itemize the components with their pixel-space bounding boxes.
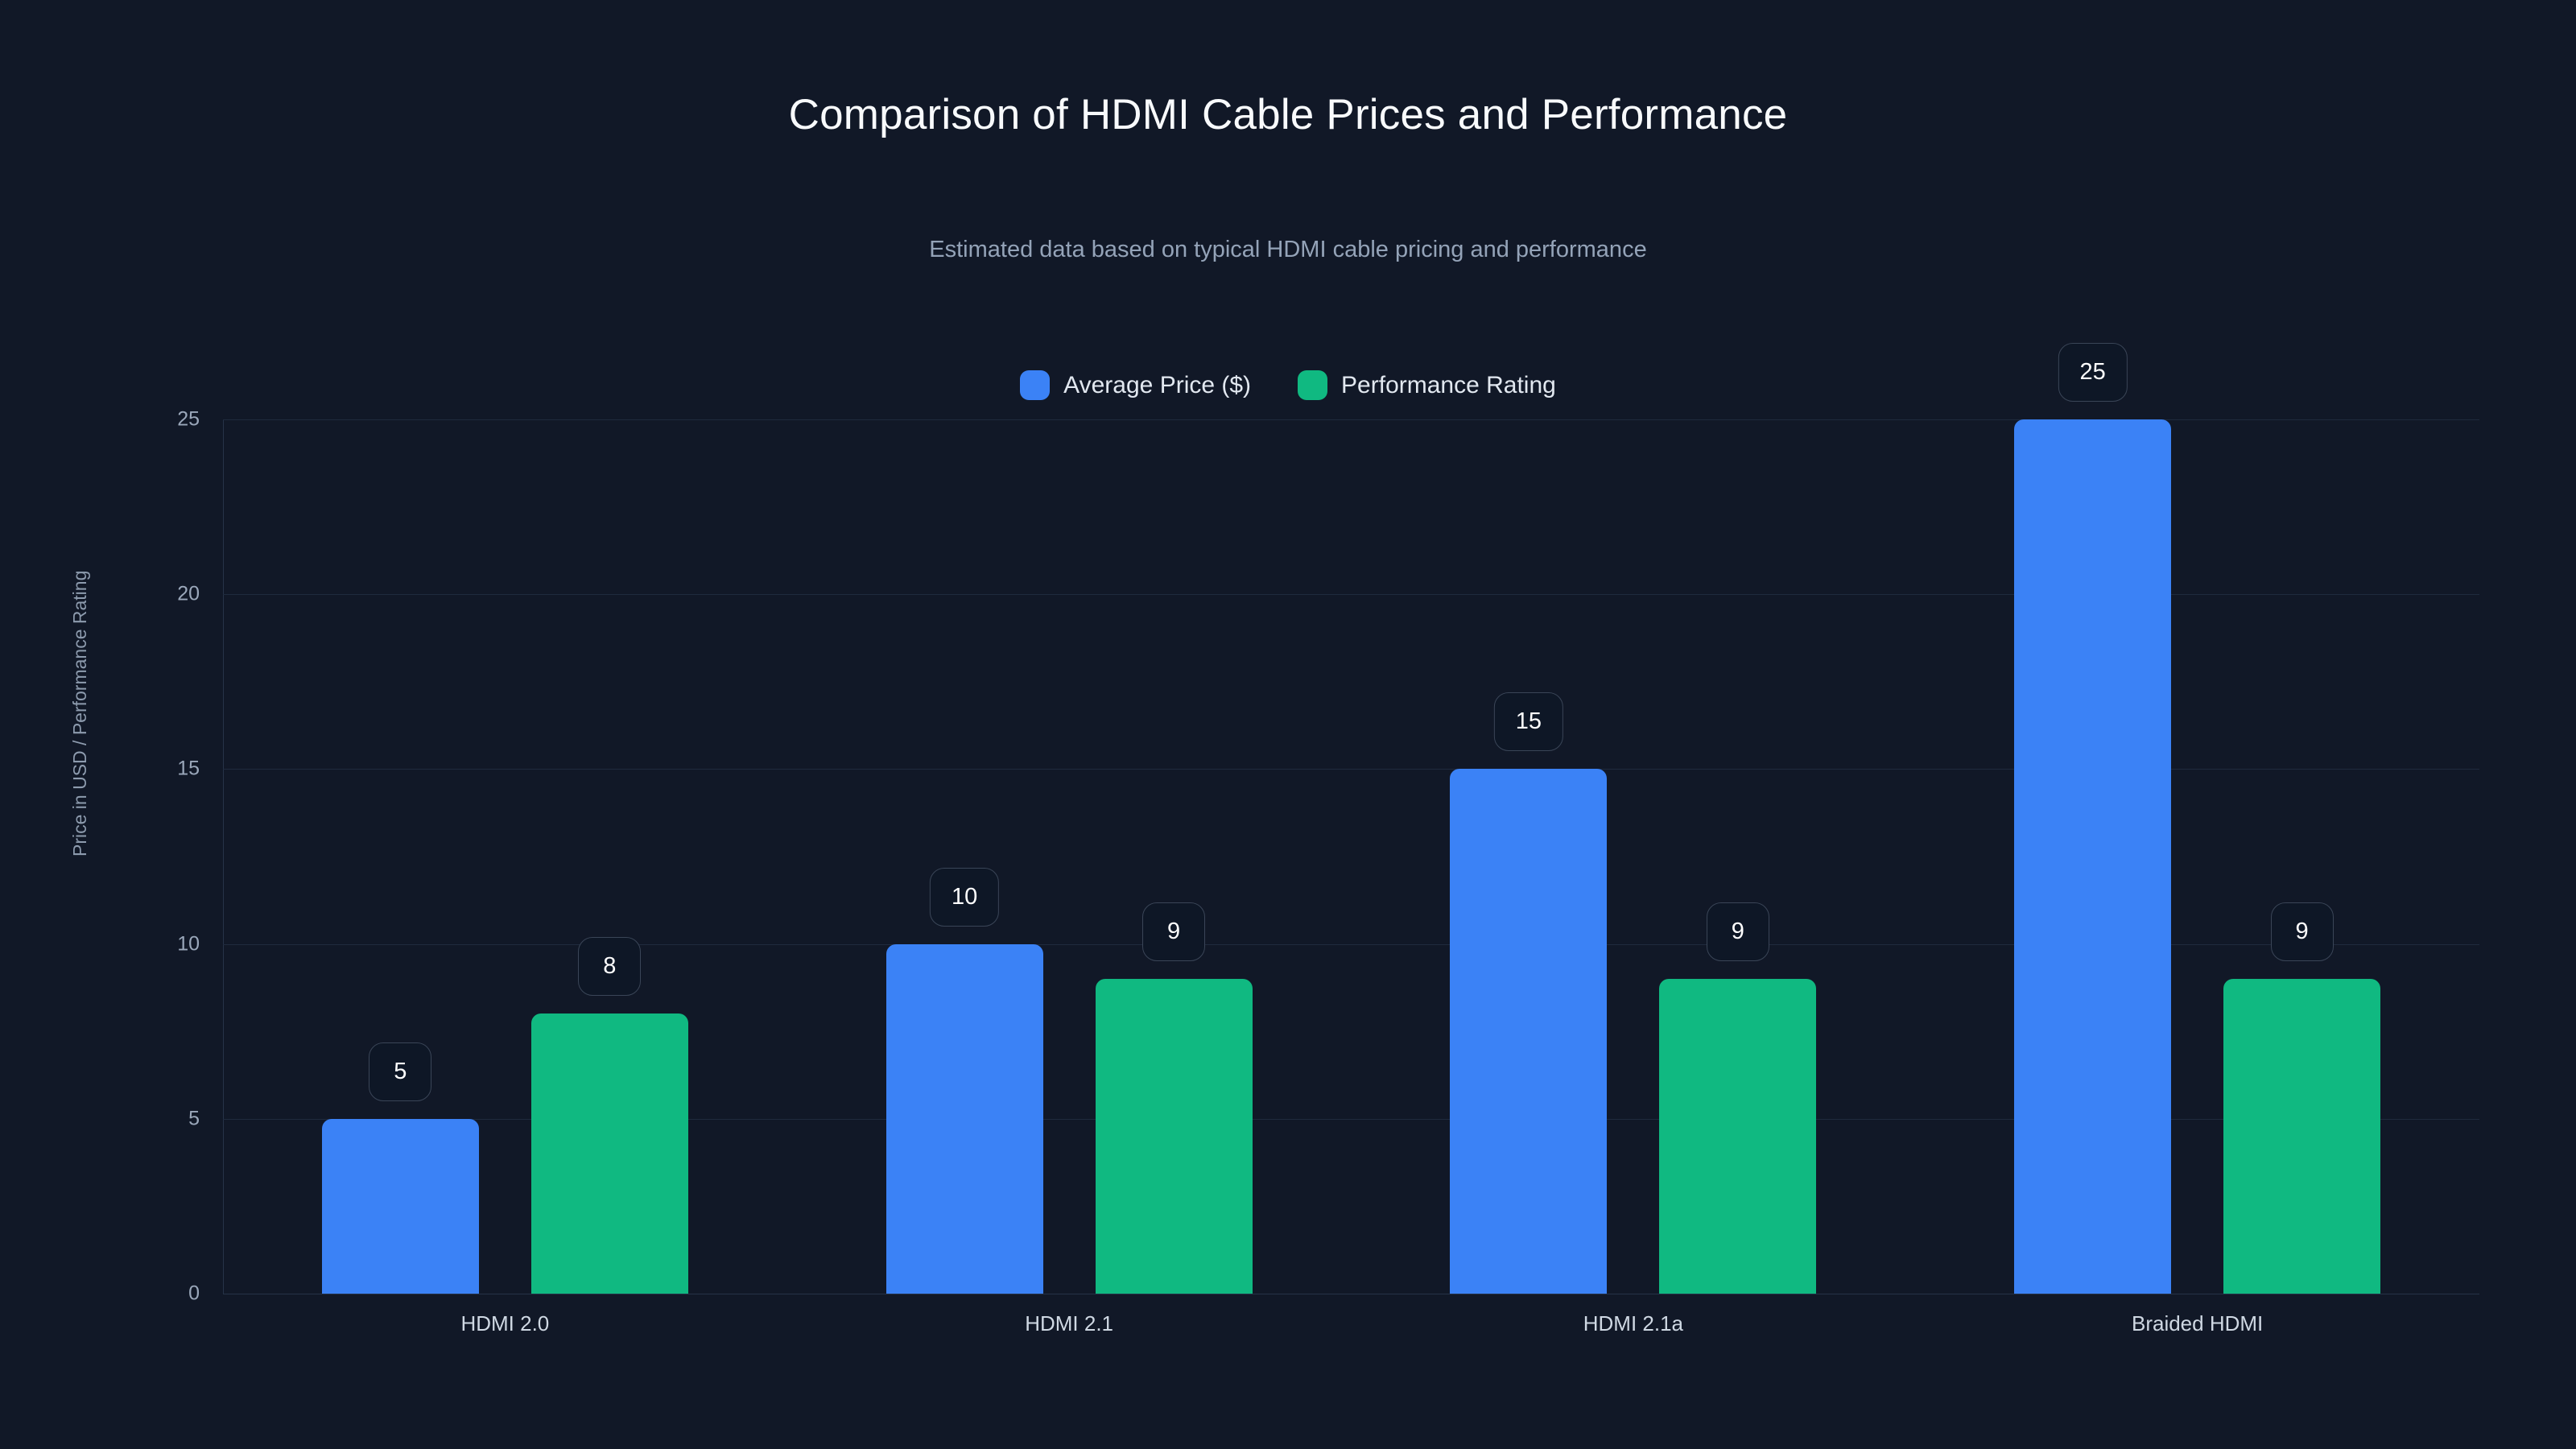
gridline <box>223 943 2479 945</box>
x-axis-tick-label: HDMI 2.1a <box>1583 1311 1684 1335</box>
chart-subtitle: Estimated data based on typical HDMI cab… <box>929 237 1647 262</box>
gridline <box>223 419 2479 420</box>
data-label-badge: 8 <box>578 937 642 997</box>
plot-area <box>223 419 2479 1294</box>
data-label-badge: 9 <box>1706 902 1769 962</box>
y-axis-tick-label: 5 <box>188 1107 200 1130</box>
bar-price[interactable] <box>1450 769 1608 1294</box>
x-axis-tick-label: HDMI 2.0 <box>460 1311 550 1335</box>
bar-rating[interactable] <box>2223 979 2381 1294</box>
bar-rating[interactable] <box>1659 979 1817 1294</box>
data-label-badge: 9 <box>1142 902 1206 962</box>
y-axis-tick-label: 25 <box>177 407 200 431</box>
legend-label: Average Price ($) <box>1063 371 1252 398</box>
y-axis-tick-label: 15 <box>177 757 200 780</box>
legend-label: Performance Rating <box>1341 371 1556 398</box>
gridline <box>223 594 2479 596</box>
x-axis-tick-label: Braided HDMI <box>2131 1311 2264 1335</box>
bar-price[interactable] <box>886 943 1043 1294</box>
y-axis-tick-label: 0 <box>188 1282 200 1305</box>
gridline <box>223 1118 2479 1120</box>
y-axis-tick-label: 20 <box>177 582 200 605</box>
data-label-badge: 15 <box>1493 692 1564 752</box>
legend-swatch-icon <box>1020 370 1051 400</box>
y-axis-line <box>223 419 224 1294</box>
data-label-badge: 9 <box>2270 902 2334 962</box>
bar-rating[interactable] <box>530 1013 688 1294</box>
y-axis-title: Price in USD / Performance Rating <box>69 570 90 857</box>
x-axis-tick-label: HDMI 2.1 <box>1025 1311 1114 1335</box>
data-label-badge: 25 <box>2058 343 2128 402</box>
page-title: Comparison of HDMI Cable Prices and Perf… <box>788 91 1788 138</box>
legend-item[interactable]: Performance Rating <box>1298 370 1556 400</box>
legend-item[interactable]: Average Price ($) <box>1020 370 1251 400</box>
bar-price[interactable] <box>2014 419 2172 1294</box>
legend-swatch-icon <box>1298 370 1328 400</box>
bar-price[interactable] <box>321 1118 479 1294</box>
data-label-badge: 10 <box>929 867 1000 927</box>
bar-rating[interactable] <box>1095 979 1253 1294</box>
y-axis-tick-label: 10 <box>177 932 200 956</box>
chart-legend: Average Price ($) Performance Rating <box>0 370 2576 400</box>
data-label-badge: 5 <box>369 1042 432 1101</box>
gridline <box>223 769 2479 770</box>
